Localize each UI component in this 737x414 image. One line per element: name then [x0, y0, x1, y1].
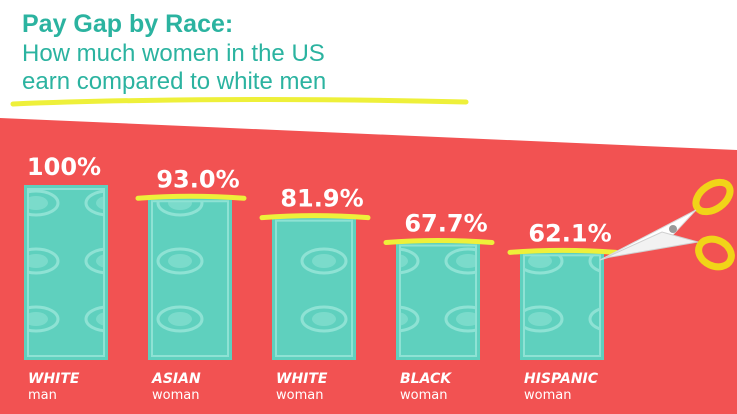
value-highlight-line	[507, 247, 619, 255]
value-label: 62.1%	[528, 219, 611, 247]
chart-subtitle: How much women in the US earn compared t…	[22, 40, 326, 96]
dollar-bill-icon	[399, 244, 477, 357]
category-label: WHITE	[28, 371, 80, 387]
category-sublabel: woman	[400, 388, 447, 403]
category-sublabel: woman	[276, 388, 323, 403]
category-label: HISPANIC	[524, 371, 599, 387]
dollar-bill-icon	[523, 254, 601, 357]
value-highlight-line	[135, 193, 247, 201]
value-highlight-line	[383, 238, 495, 246]
dollar-bill-icon	[275, 219, 353, 357]
value-label: 100%	[27, 153, 101, 181]
category-label: ASIAN	[151, 371, 201, 387]
category-sublabel: man	[28, 388, 57, 403]
value-highlight-line	[259, 213, 371, 221]
subtitle-line-1: How much women in the US	[22, 40, 325, 67]
category-label: BLACK	[400, 371, 452, 387]
chart-title: Pay Gap by Race:	[22, 10, 234, 38]
value-label: 81.9%	[280, 185, 363, 213]
category-label: WHITE	[276, 371, 328, 387]
dollar-bill-icon	[27, 188, 105, 357]
value-label: 67.7%	[404, 210, 487, 238]
header: Pay Gap by Race: How much women in the U…	[0, 0, 737, 120]
subtitle-line-2: earn compared to white men	[22, 68, 327, 95]
category-sublabel: woman	[152, 388, 199, 403]
title-highlight-underline	[10, 97, 469, 107]
dollar-bill-icon	[151, 200, 229, 357]
background-band	[0, 118, 737, 414]
value-label: 93.0%	[156, 165, 239, 193]
scissors-icon	[599, 178, 735, 271]
category-sublabel: woman	[524, 388, 571, 403]
bars-layer: 100%WHITEman93.0%ASIANwoman81.9%WHITEwom…	[24, 153, 619, 403]
